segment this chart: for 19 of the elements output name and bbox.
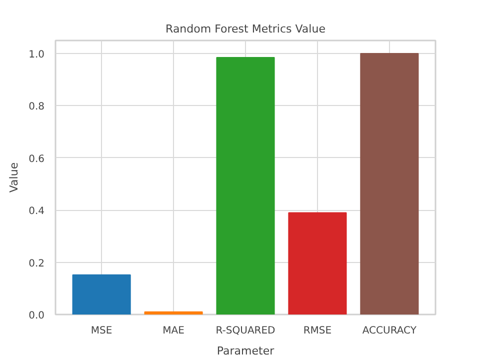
bar (216, 56, 275, 314)
y-tick-label: 0.0 (28, 310, 45, 322)
y-axis-title: Value (8, 162, 21, 193)
bar (360, 53, 419, 314)
x-tick-label: RMSE (303, 326, 332, 336)
bar (72, 274, 131, 314)
y-tick-label: 0.6 (28, 154, 45, 165)
bar (288, 212, 347, 314)
chart-title: Random Forest Metrics Value (166, 22, 326, 36)
x-tick-label: MSE (90, 326, 112, 336)
x-axis-title: Parameter (216, 344, 275, 358)
y-tick-label: 0.8 (28, 102, 45, 113)
y-tick-label: 0.4 (28, 206, 45, 218)
x-tick-label: R-SQUARED (216, 326, 276, 336)
bar (144, 311, 203, 314)
y-tick-label: 0.2 (28, 258, 45, 270)
y-tick-label: 1.0 (28, 50, 45, 61)
x-tick-label: MAE (162, 326, 184, 336)
x-tick-label: ACCURACY (362, 326, 418, 336)
